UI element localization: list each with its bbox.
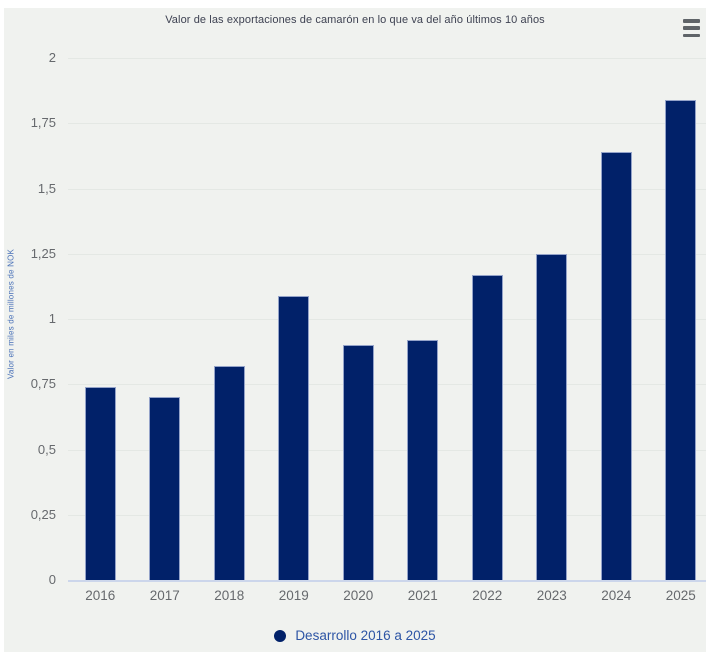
x-tick-label-2018: 2018 (214, 588, 245, 603)
gridline (68, 253, 706, 255)
bar-2020[interactable] (342, 345, 374, 580)
y-tick-label: 1,75 (30, 115, 56, 131)
x-tick-label-2021: 2021 (407, 588, 438, 603)
y-tick-label: 1,5 (37, 180, 56, 196)
gridline (68, 58, 706, 59)
plot-area: 0 0,25 0,5 0,75 1 1,25 1,5 1,75 2 2016 2017 2018 201… (4, 8, 706, 652)
x-tick-label-2016: 2016 (85, 588, 116, 603)
hamburger-icon (683, 26, 700, 30)
x-tick-label-2023: 2023 (536, 588, 567, 603)
gridline (68, 188, 706, 190)
bar-2019[interactable] (278, 296, 310, 580)
y-tick-label: 1 (48, 311, 56, 326)
gridline (68, 384, 706, 386)
x-tick-label-2022: 2022 (472, 588, 503, 603)
y-tick-label: 1,25 (30, 245, 56, 261)
context-menu-button[interactable] (680, 17, 704, 39)
bar-2025[interactable] (665, 100, 697, 580)
bar-2018[interactable] (213, 366, 245, 580)
x-tick-label-2025: 2025 (665, 588, 696, 603)
chart-title: Valor de las exportaciones de camarón en… (165, 14, 545, 26)
y-tick-label: 0,5 (37, 441, 56, 457)
y-tick-label: 0,25 (30, 506, 56, 522)
y-tick-label: 0,75 (30, 376, 56, 392)
legend-item[interactable]: Desarrollo 2016 a 2025 (4, 628, 706, 643)
gridline (68, 514, 706, 516)
y-tick-label: 2 (48, 50, 56, 65)
bar-2024[interactable] (600, 152, 632, 580)
x-tick-label-2019: 2019 (278, 588, 309, 603)
bar-2023[interactable] (536, 254, 568, 580)
x-tick-label-2024: 2024 (601, 588, 632, 603)
legend-label: Desarrollo 2016 a 2025 (295, 628, 436, 643)
gridline (68, 123, 706, 125)
bar-2022[interactable] (471, 275, 503, 580)
gridline (68, 319, 706, 320)
hamburger-icon (683, 19, 700, 23)
x-tick-label-2020: 2020 (343, 588, 374, 603)
bar-2016[interactable] (84, 387, 116, 580)
hamburger-icon (683, 33, 700, 37)
gridline (68, 449, 706, 451)
bar-2021[interactable] (407, 340, 439, 580)
x-axis-line (68, 580, 706, 582)
chart-container: Valor de las exportaciones de camarón en… (4, 8, 706, 652)
bar-2017[interactable] (149, 397, 181, 580)
y-tick-label: 0 (48, 572, 56, 587)
legend-marker-icon (274, 629, 287, 642)
x-tick-label-2017: 2017 (149, 588, 180, 603)
